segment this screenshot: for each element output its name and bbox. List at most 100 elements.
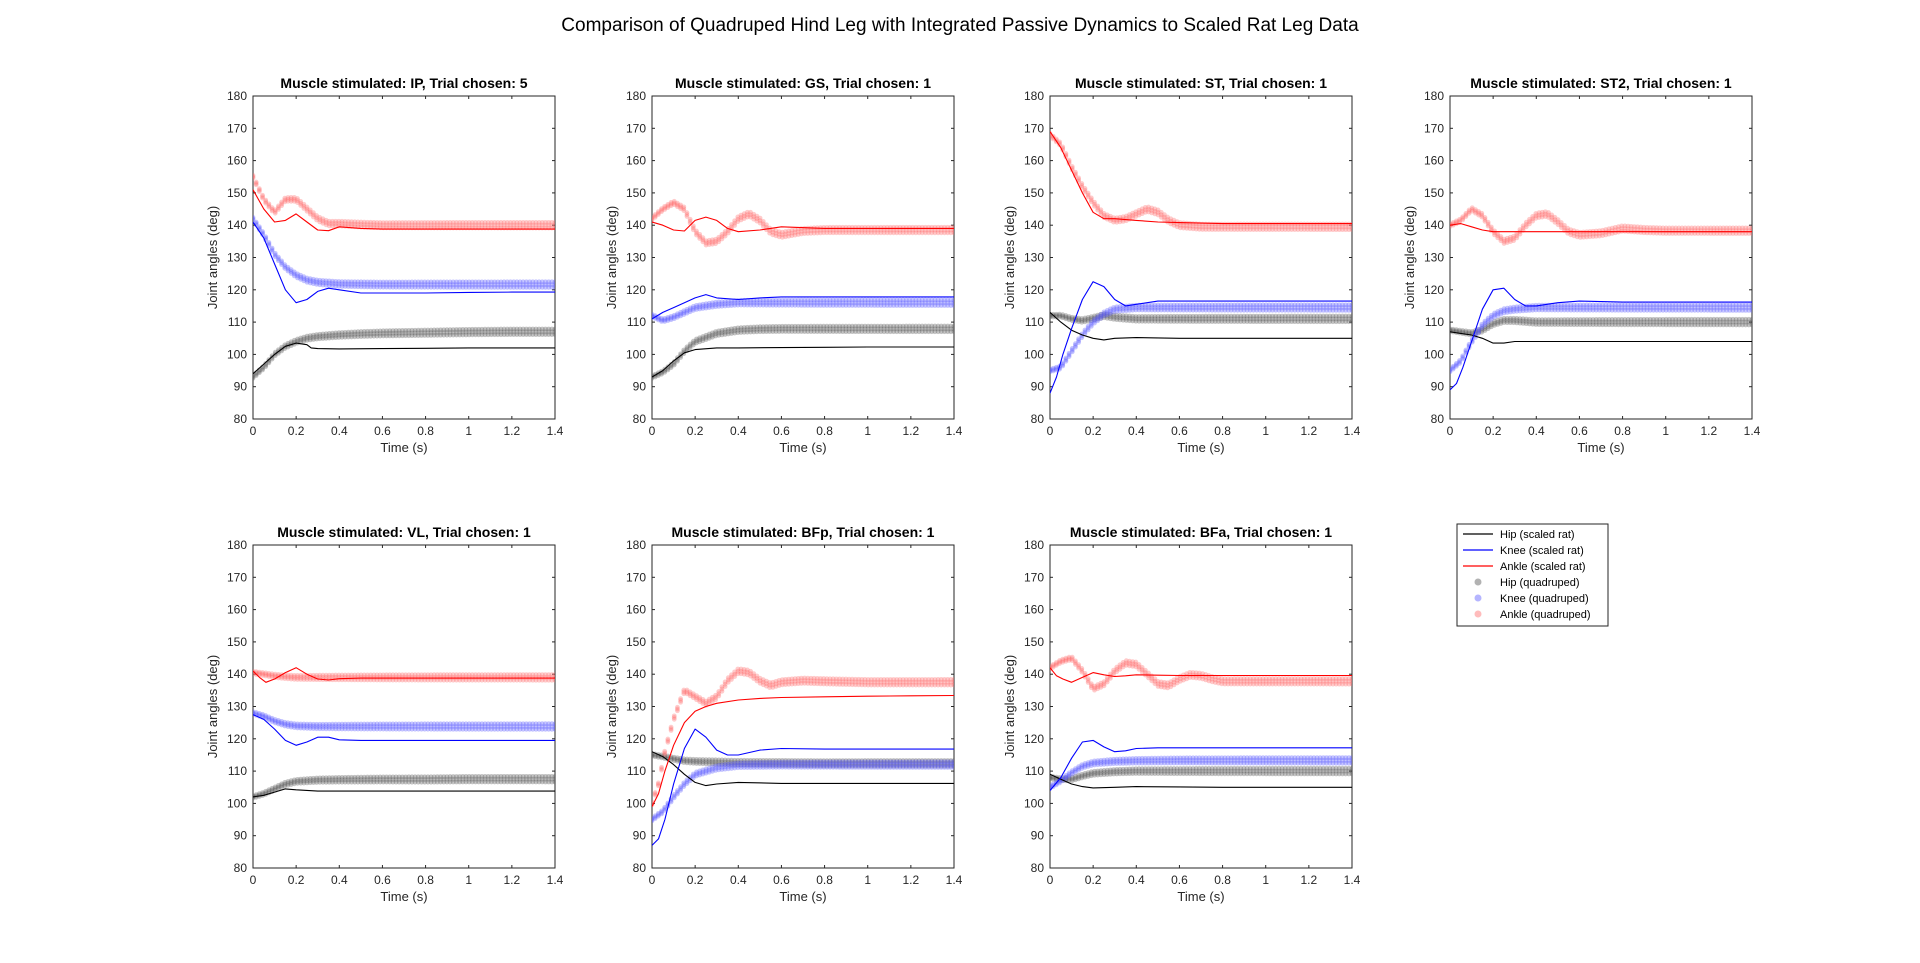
data-point xyxy=(368,328,374,334)
data-point xyxy=(1346,224,1352,230)
data-point xyxy=(837,326,842,332)
data-point xyxy=(1088,195,1094,201)
data-point xyxy=(690,340,696,346)
data-point xyxy=(336,335,342,340)
data-point xyxy=(710,332,715,338)
data-point xyxy=(295,198,300,203)
data-point xyxy=(881,297,887,303)
data-point xyxy=(1298,302,1304,308)
data-point xyxy=(729,222,734,227)
y-axis-label: Joint angles (deg) xyxy=(205,206,220,309)
data-point xyxy=(1340,307,1345,313)
data-point xyxy=(1073,169,1078,175)
data-point xyxy=(1527,316,1532,322)
data-point xyxy=(1146,207,1151,212)
data-point xyxy=(390,328,396,334)
data-point xyxy=(447,327,453,333)
data-point xyxy=(419,327,424,333)
data-point xyxy=(1225,313,1231,319)
data-point xyxy=(1670,319,1675,325)
data-point xyxy=(1273,227,1279,232)
data-point xyxy=(517,285,523,290)
data-point xyxy=(552,282,555,288)
data-point xyxy=(732,223,738,228)
data-point xyxy=(1327,224,1333,230)
data-point xyxy=(757,302,763,308)
data-point xyxy=(710,237,715,243)
data-point xyxy=(536,219,542,225)
data-point xyxy=(684,344,690,350)
data-point xyxy=(770,324,776,329)
data-point xyxy=(495,326,501,332)
data-point xyxy=(1295,224,1301,230)
data-point xyxy=(1247,305,1253,310)
data-point xyxy=(390,284,396,290)
data-point xyxy=(668,201,674,207)
data-point xyxy=(422,330,428,336)
data-point xyxy=(1562,319,1567,325)
data-point xyxy=(1647,322,1653,328)
data-point xyxy=(374,222,380,228)
data-point xyxy=(878,303,884,308)
data-point xyxy=(336,221,342,226)
data-point xyxy=(1235,319,1240,324)
data-point xyxy=(1238,313,1244,319)
data-point xyxy=(1222,319,1228,324)
data-point xyxy=(517,219,523,225)
data-point xyxy=(1238,227,1244,232)
data-point xyxy=(1625,322,1631,328)
data-point xyxy=(1082,189,1088,195)
panel-title: Muscle stimulated: ST2, Trial chosen: 1 xyxy=(1470,75,1732,91)
data-point xyxy=(447,284,453,290)
data-point xyxy=(910,300,916,306)
data-point xyxy=(1282,227,1288,232)
data-point xyxy=(1251,224,1256,230)
data-point xyxy=(872,303,877,308)
data-point xyxy=(1241,305,1247,310)
data-point xyxy=(330,283,335,289)
data-point xyxy=(725,298,731,304)
data-point xyxy=(722,301,728,307)
data-point xyxy=(754,213,760,219)
data-point xyxy=(460,327,466,332)
data-point xyxy=(1457,358,1462,363)
data-point xyxy=(779,300,785,306)
data-point xyxy=(530,222,536,228)
data-point xyxy=(1343,313,1349,319)
data-point xyxy=(1193,302,1199,308)
data-point xyxy=(434,220,440,225)
data-point xyxy=(444,222,450,228)
data-point xyxy=(1333,227,1339,233)
data-point xyxy=(1187,223,1193,229)
data-point xyxy=(779,302,785,308)
data-point xyxy=(345,334,351,340)
data-point xyxy=(1241,227,1247,232)
data-point xyxy=(288,269,294,274)
data-point xyxy=(1346,313,1352,319)
y-tick-label: 90 xyxy=(234,380,248,394)
data-point xyxy=(1295,305,1301,310)
data-point xyxy=(1130,307,1136,313)
data-point xyxy=(913,326,919,332)
data-point xyxy=(1108,312,1113,317)
data-point xyxy=(403,333,408,339)
data-point xyxy=(1177,302,1183,308)
data-point xyxy=(722,303,728,309)
data-point xyxy=(1593,322,1599,328)
data-point xyxy=(853,329,858,335)
data-point xyxy=(1600,322,1605,328)
data-point xyxy=(1273,305,1279,310)
data-point xyxy=(713,239,718,244)
data-point xyxy=(1279,227,1285,232)
data-point xyxy=(320,280,326,286)
data-point xyxy=(687,345,693,351)
data-point xyxy=(1749,322,1752,328)
data-point xyxy=(770,232,776,238)
data-point xyxy=(1092,199,1097,205)
data-point xyxy=(865,326,871,332)
data-point xyxy=(320,278,326,283)
data-point xyxy=(549,282,555,288)
data-point xyxy=(919,230,925,236)
data-point xyxy=(1085,327,1091,333)
data-point xyxy=(1247,227,1253,232)
